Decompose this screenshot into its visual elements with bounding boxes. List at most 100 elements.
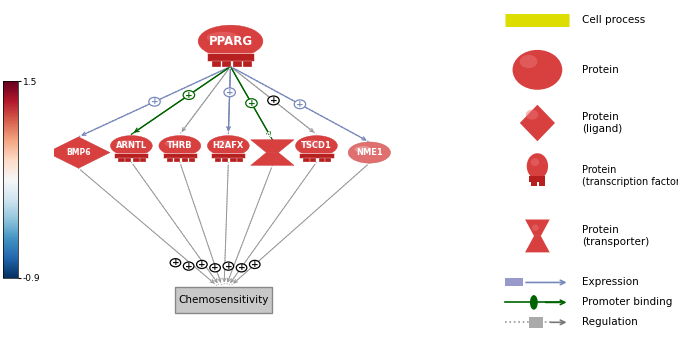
- Bar: [542, 182, 544, 186]
- Circle shape: [224, 88, 235, 97]
- Circle shape: [183, 262, 194, 270]
- Text: Promoter binding: Promoter binding: [582, 297, 672, 307]
- Text: +: +: [296, 100, 304, 109]
- Polygon shape: [47, 137, 110, 168]
- Ellipse shape: [348, 142, 391, 163]
- Bar: [115, 153, 148, 158]
- Bar: [300, 153, 334, 158]
- Bar: [530, 176, 545, 182]
- Ellipse shape: [66, 147, 79, 152]
- Text: +: +: [270, 96, 277, 105]
- Circle shape: [268, 96, 279, 105]
- Ellipse shape: [532, 224, 539, 231]
- Bar: [167, 158, 173, 162]
- Text: +: +: [251, 260, 258, 269]
- Text: +: +: [185, 262, 193, 271]
- Polygon shape: [251, 153, 294, 165]
- Circle shape: [183, 91, 195, 99]
- Bar: [174, 158, 180, 162]
- Text: +: +: [172, 258, 179, 267]
- Text: Expression: Expression: [582, 277, 639, 287]
- Text: Regulation: Regulation: [582, 317, 637, 327]
- Bar: [207, 53, 254, 61]
- Bar: [163, 153, 197, 158]
- Text: ARNTL: ARNTL: [116, 141, 147, 150]
- Bar: [505, 278, 523, 286]
- Text: +: +: [238, 263, 245, 272]
- Ellipse shape: [116, 140, 137, 147]
- Ellipse shape: [527, 153, 548, 179]
- Ellipse shape: [301, 140, 322, 147]
- Ellipse shape: [111, 136, 153, 156]
- Bar: [125, 158, 132, 162]
- Ellipse shape: [207, 136, 250, 156]
- Text: Protein: Protein: [582, 65, 618, 75]
- Bar: [237, 158, 243, 162]
- Ellipse shape: [213, 140, 234, 147]
- Circle shape: [210, 264, 220, 272]
- Circle shape: [170, 259, 181, 267]
- Ellipse shape: [198, 25, 263, 57]
- Polygon shape: [251, 140, 294, 153]
- Ellipse shape: [526, 110, 538, 120]
- Text: +: +: [224, 262, 232, 271]
- Ellipse shape: [207, 32, 239, 43]
- Ellipse shape: [513, 50, 562, 90]
- Bar: [212, 61, 221, 66]
- Text: TSCD1: TSCD1: [301, 141, 332, 150]
- Bar: [188, 158, 195, 162]
- Text: AIB: AIB: [266, 132, 279, 138]
- Bar: [325, 158, 332, 162]
- Bar: [534, 182, 537, 186]
- Circle shape: [236, 264, 247, 272]
- Text: Protein
(transcription factor): Protein (transcription factor): [582, 165, 678, 187]
- Bar: [182, 158, 188, 162]
- Text: +: +: [247, 99, 255, 108]
- Circle shape: [223, 262, 234, 270]
- Text: +: +: [212, 263, 219, 272]
- Text: NME1: NME1: [356, 148, 382, 157]
- Circle shape: [148, 97, 160, 106]
- Bar: [212, 153, 245, 158]
- Bar: [134, 158, 140, 162]
- Bar: [529, 317, 542, 327]
- Circle shape: [197, 260, 207, 268]
- Polygon shape: [525, 219, 550, 236]
- Ellipse shape: [355, 146, 372, 153]
- Ellipse shape: [159, 136, 201, 156]
- Text: H2AFX: H2AFX: [213, 141, 244, 150]
- Bar: [140, 158, 146, 162]
- Text: +: +: [151, 97, 158, 106]
- Text: +: +: [185, 91, 193, 100]
- Text: +: +: [226, 88, 233, 97]
- Circle shape: [530, 295, 538, 310]
- Bar: [216, 158, 222, 162]
- Bar: [119, 158, 125, 162]
- Circle shape: [294, 100, 306, 109]
- Ellipse shape: [531, 158, 539, 166]
- Bar: [311, 158, 317, 162]
- Bar: [304, 158, 310, 162]
- Bar: [319, 158, 325, 162]
- Bar: [231, 158, 237, 162]
- Text: BMP6: BMP6: [66, 148, 91, 157]
- Bar: [222, 158, 228, 162]
- Text: +: +: [198, 260, 205, 269]
- Text: Chemosensitivity: Chemosensitivity: [179, 295, 269, 305]
- Circle shape: [245, 99, 257, 107]
- Circle shape: [250, 260, 260, 268]
- Text: THRB: THRB: [167, 141, 193, 150]
- Ellipse shape: [164, 140, 185, 147]
- FancyBboxPatch shape: [176, 287, 273, 313]
- Text: Protein
(ligand): Protein (ligand): [582, 112, 622, 134]
- Bar: [243, 61, 252, 66]
- Bar: [531, 182, 534, 186]
- Polygon shape: [525, 236, 550, 253]
- Text: Cell process: Cell process: [582, 15, 645, 25]
- Polygon shape: [520, 105, 555, 141]
- Ellipse shape: [296, 136, 338, 156]
- Text: PPARG: PPARG: [208, 35, 253, 48]
- Text: Protein
(transporter): Protein (transporter): [582, 225, 649, 247]
- Bar: [222, 61, 231, 66]
- Bar: [539, 182, 542, 186]
